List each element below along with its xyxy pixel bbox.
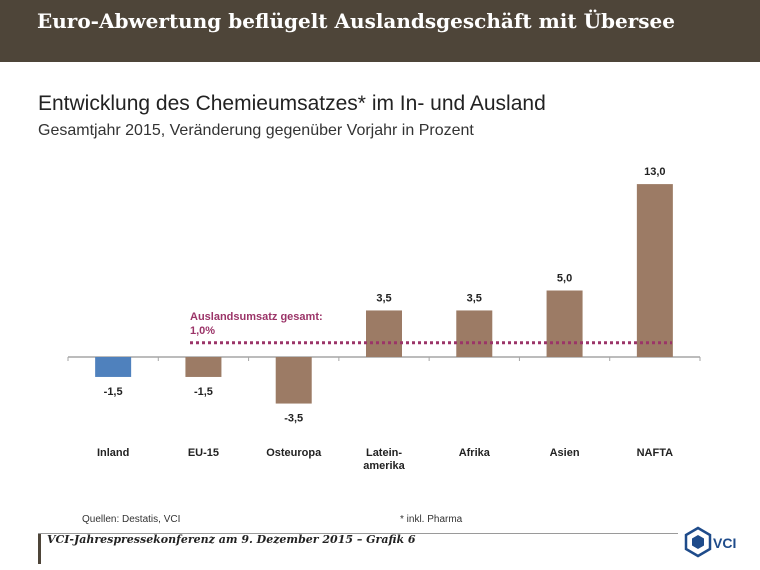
bar-value-label: 5,0: [557, 273, 572, 285]
bar-4: [456, 310, 493, 357]
category-label: Asien: [550, 447, 580, 459]
footnote: * inkl. Pharma: [400, 514, 463, 525]
hexagon-icon: [684, 526, 712, 558]
bar-3: [366, 310, 402, 357]
category-label: Latein-: [366, 447, 402, 459]
bar-value-label: 3,5: [376, 292, 391, 304]
category-label: Afrika: [459, 447, 491, 459]
conference-caption: VCI-Jahrespressekonferenz am 9. Dezember…: [47, 533, 416, 546]
banner-title: Euro-Abwertung beflügelt Auslandsgeschäf…: [37, 9, 675, 33]
footer-divider: [38, 533, 678, 534]
reference-label: Auslandsumsatz gesamt:: [190, 311, 323, 323]
category-label: Osteuropa: [266, 447, 322, 459]
source-note: Quellen: Destatis, VCI: [82, 514, 181, 525]
bar-0: [95, 357, 132, 377]
bar-value-label: -1,5: [194, 386, 213, 398]
bar-value-label: -1,5: [104, 386, 123, 398]
chart-subtitle: Gesamtjahr 2015, Veränderung gegenüber V…: [38, 122, 474, 139]
reference-value-label: 1,0%: [190, 325, 215, 337]
bar-6: [636, 184, 673, 357]
bar-1: [185, 357, 222, 377]
category-label: Inland: [97, 447, 129, 459]
bar-value-label: 13,0: [644, 166, 665, 178]
category-label: amerika: [363, 460, 405, 472]
bar-5: [546, 290, 583, 357]
bar-value-label: -3,5: [284, 413, 303, 425]
bar-value-label: 3,5: [467, 292, 482, 304]
logo-text: VCI: [713, 535, 736, 551]
category-label: EU-15: [188, 447, 219, 459]
header-banner: Euro-Abwertung beflügelt Auslandsgeschäf…: [0, 0, 760, 62]
chart-title: Entwicklung des Chemieumsatzes* im In- u…: [38, 92, 546, 115]
vci-logo: VCI: [684, 526, 736, 558]
footer-accent-bar: [38, 534, 41, 564]
bar-2: [275, 357, 312, 404]
category-label: NAFTA: [637, 447, 674, 459]
